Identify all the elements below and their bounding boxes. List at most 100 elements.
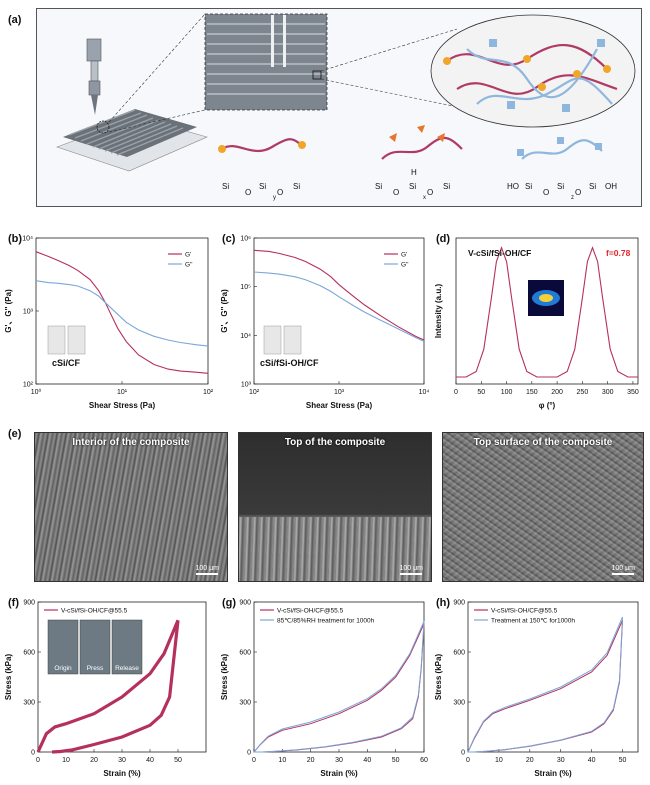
y-tick-label: 300 <box>239 700 251 707</box>
x-axis-label: Strain (%) <box>320 769 358 778</box>
compression-photo-label: Release <box>115 665 139 672</box>
y-tick-label: 10⁴ <box>240 333 251 340</box>
loading-curve <box>467 620 623 753</box>
legend-label: V-cSi/fSi-OH/CF@55.5 <box>491 608 558 615</box>
panel-label-g: (g) <box>222 597 237 609</box>
schematic-panel-a: Si O Si O Si y Si O Si O Si H x HO Si O … <box>36 8 642 207</box>
sem-surface-title: Top surface of the composite <box>473 437 613 448</box>
x-tick-label: 0 <box>36 757 40 764</box>
x-tick-label: 10¹ <box>117 389 128 396</box>
y-tick-label: 10² <box>23 382 34 389</box>
formula2-sub: x <box>423 195 426 201</box>
legend-label: G' <box>401 252 407 259</box>
x-tick-label: 10 <box>495 757 503 764</box>
x-tick-label: 10⁴ <box>419 389 430 396</box>
inset-photo-extrusion <box>283 325 302 355</box>
compression-photo-label: Origin <box>54 665 72 672</box>
y-axis-label: Stress (kPa) <box>4 654 13 701</box>
y-axis-label: Intensity (a.u.) <box>434 284 443 339</box>
loading-curve <box>467 616 623 753</box>
formula3-sub: z <box>571 195 574 201</box>
chart-h: 0 10 20 30 40 50 0 300 600 900 Strain (%) Stress (k… <box>434 600 639 778</box>
legend-label: 85℃/85%RH treatment for 1000h <box>277 618 375 625</box>
y-tick-label: 600 <box>23 650 35 657</box>
y-axis-label: G'、G'' (Pa) <box>220 289 229 333</box>
panel-label-h: (h) <box>436 597 451 609</box>
x-tick-label: 50 <box>392 757 400 764</box>
nozzle-illustration <box>86 38 102 115</box>
sem-top: Top of the composite 100 μm <box>238 432 432 582</box>
x-tick-label: 10² <box>249 389 260 396</box>
plot-frame <box>467 601 639 753</box>
formula3-o2: O <box>575 188 581 197</box>
x-tick-label: 350 <box>627 389 639 396</box>
x-tick-label: 100 <box>501 389 513 396</box>
formula1-sub: y <box>273 195 276 201</box>
chart-title: V-cSi/fSi-OH/CF <box>468 248 531 258</box>
legend-label: G'' <box>185 262 193 269</box>
y-tick-label: 300 <box>23 700 35 707</box>
inset-label: cSi/fSi-OH/CF <box>260 358 319 368</box>
series-line <box>35 251 209 374</box>
formula2-si: Si <box>375 182 382 191</box>
scale-bar: 100 μm <box>399 565 424 575</box>
x-tick-label: 40 <box>588 757 596 764</box>
x-axis-label: φ (°) <box>539 401 556 410</box>
inset-photo-extrusion <box>67 325 86 355</box>
y-tick-label: 600 <box>453 650 465 657</box>
x-tick-label: 40 <box>363 757 371 764</box>
printed-block-illustration <box>56 109 208 172</box>
formula1-si: Si <box>222 182 229 191</box>
formula1-o2: O <box>277 188 283 197</box>
x-tick-label: 40 <box>146 757 154 764</box>
formula3-si2: Si <box>557 182 564 191</box>
x-tick-label: 10 <box>62 757 70 764</box>
legend-label: V-cSi/fSi-OH/CF@55.5 <box>277 608 344 615</box>
y-axis-label: Stress (kPa) <box>434 654 443 701</box>
chart-d: 0 50 100 150 200 250 300 350 φ (°) Intensity (a.u… <box>434 237 639 410</box>
formula3-si: Si <box>525 182 532 191</box>
formula1-si3: Si <box>293 182 300 191</box>
sem-surface: Top surface of the composite 100 μm <box>442 432 644 582</box>
series-line <box>35 280 209 347</box>
x-tick-label: 0 <box>252 757 256 764</box>
y-axis-label: G'、G'' (Pa) <box>4 289 13 333</box>
saxs-core <box>539 294 553 302</box>
panel-label-d: (d) <box>436 233 451 245</box>
formula3-oh: OH <box>605 182 617 191</box>
x-tick-label: 50 <box>174 757 182 764</box>
x-tick-label: 200 <box>551 389 563 396</box>
x-tick-label: 30 <box>557 757 565 764</box>
formula2-si2: Si <box>409 182 416 191</box>
x-axis-label: Strain (%) <box>103 769 141 778</box>
scale-bar: 100 μm <box>611 565 635 575</box>
y-tick-label: 0 <box>247 750 251 757</box>
x-tick-label: 20 <box>90 757 98 764</box>
y-tick-label: 10³ <box>241 382 252 389</box>
panel-label-c: (c) <box>222 233 236 245</box>
y-tick-label: 0 <box>31 750 35 757</box>
y-tick-label: 900 <box>23 600 35 607</box>
legend-label: G'' <box>401 262 409 269</box>
x-tick-label: 30 <box>118 757 126 764</box>
y-tick-label: 600 <box>239 650 251 657</box>
x-axis-label: Strain (%) <box>534 769 572 778</box>
scale-bar-label: 100 μm <box>399 565 424 572</box>
y-axis-label: Stress (kPa) <box>220 654 229 701</box>
scale-bar-label: 100 μm <box>195 565 220 572</box>
formula2-si3: Si <box>443 182 450 191</box>
printing-schematic: Si O Si O Si y Si O Si O Si H x HO Si O … <box>56 13 636 201</box>
y-tick-label: 300 <box>453 700 465 707</box>
compression-photo <box>47 619 79 675</box>
plot-frame <box>455 237 639 385</box>
panel-label-a: (a) <box>8 14 22 26</box>
order-parameter-label: f=0.78 <box>606 248 631 258</box>
formula3-si3: Si <box>589 182 596 191</box>
x-tick-label: 10² <box>203 389 214 396</box>
y-tick-label: 10⁵ <box>240 284 251 291</box>
zoom-micrograph <box>204 13 328 111</box>
x-tick-label: 250 <box>577 389 589 396</box>
sem-interior-title: Interior of the composite <box>72 437 190 448</box>
x-tick-label: 10⁰ <box>31 388 42 396</box>
